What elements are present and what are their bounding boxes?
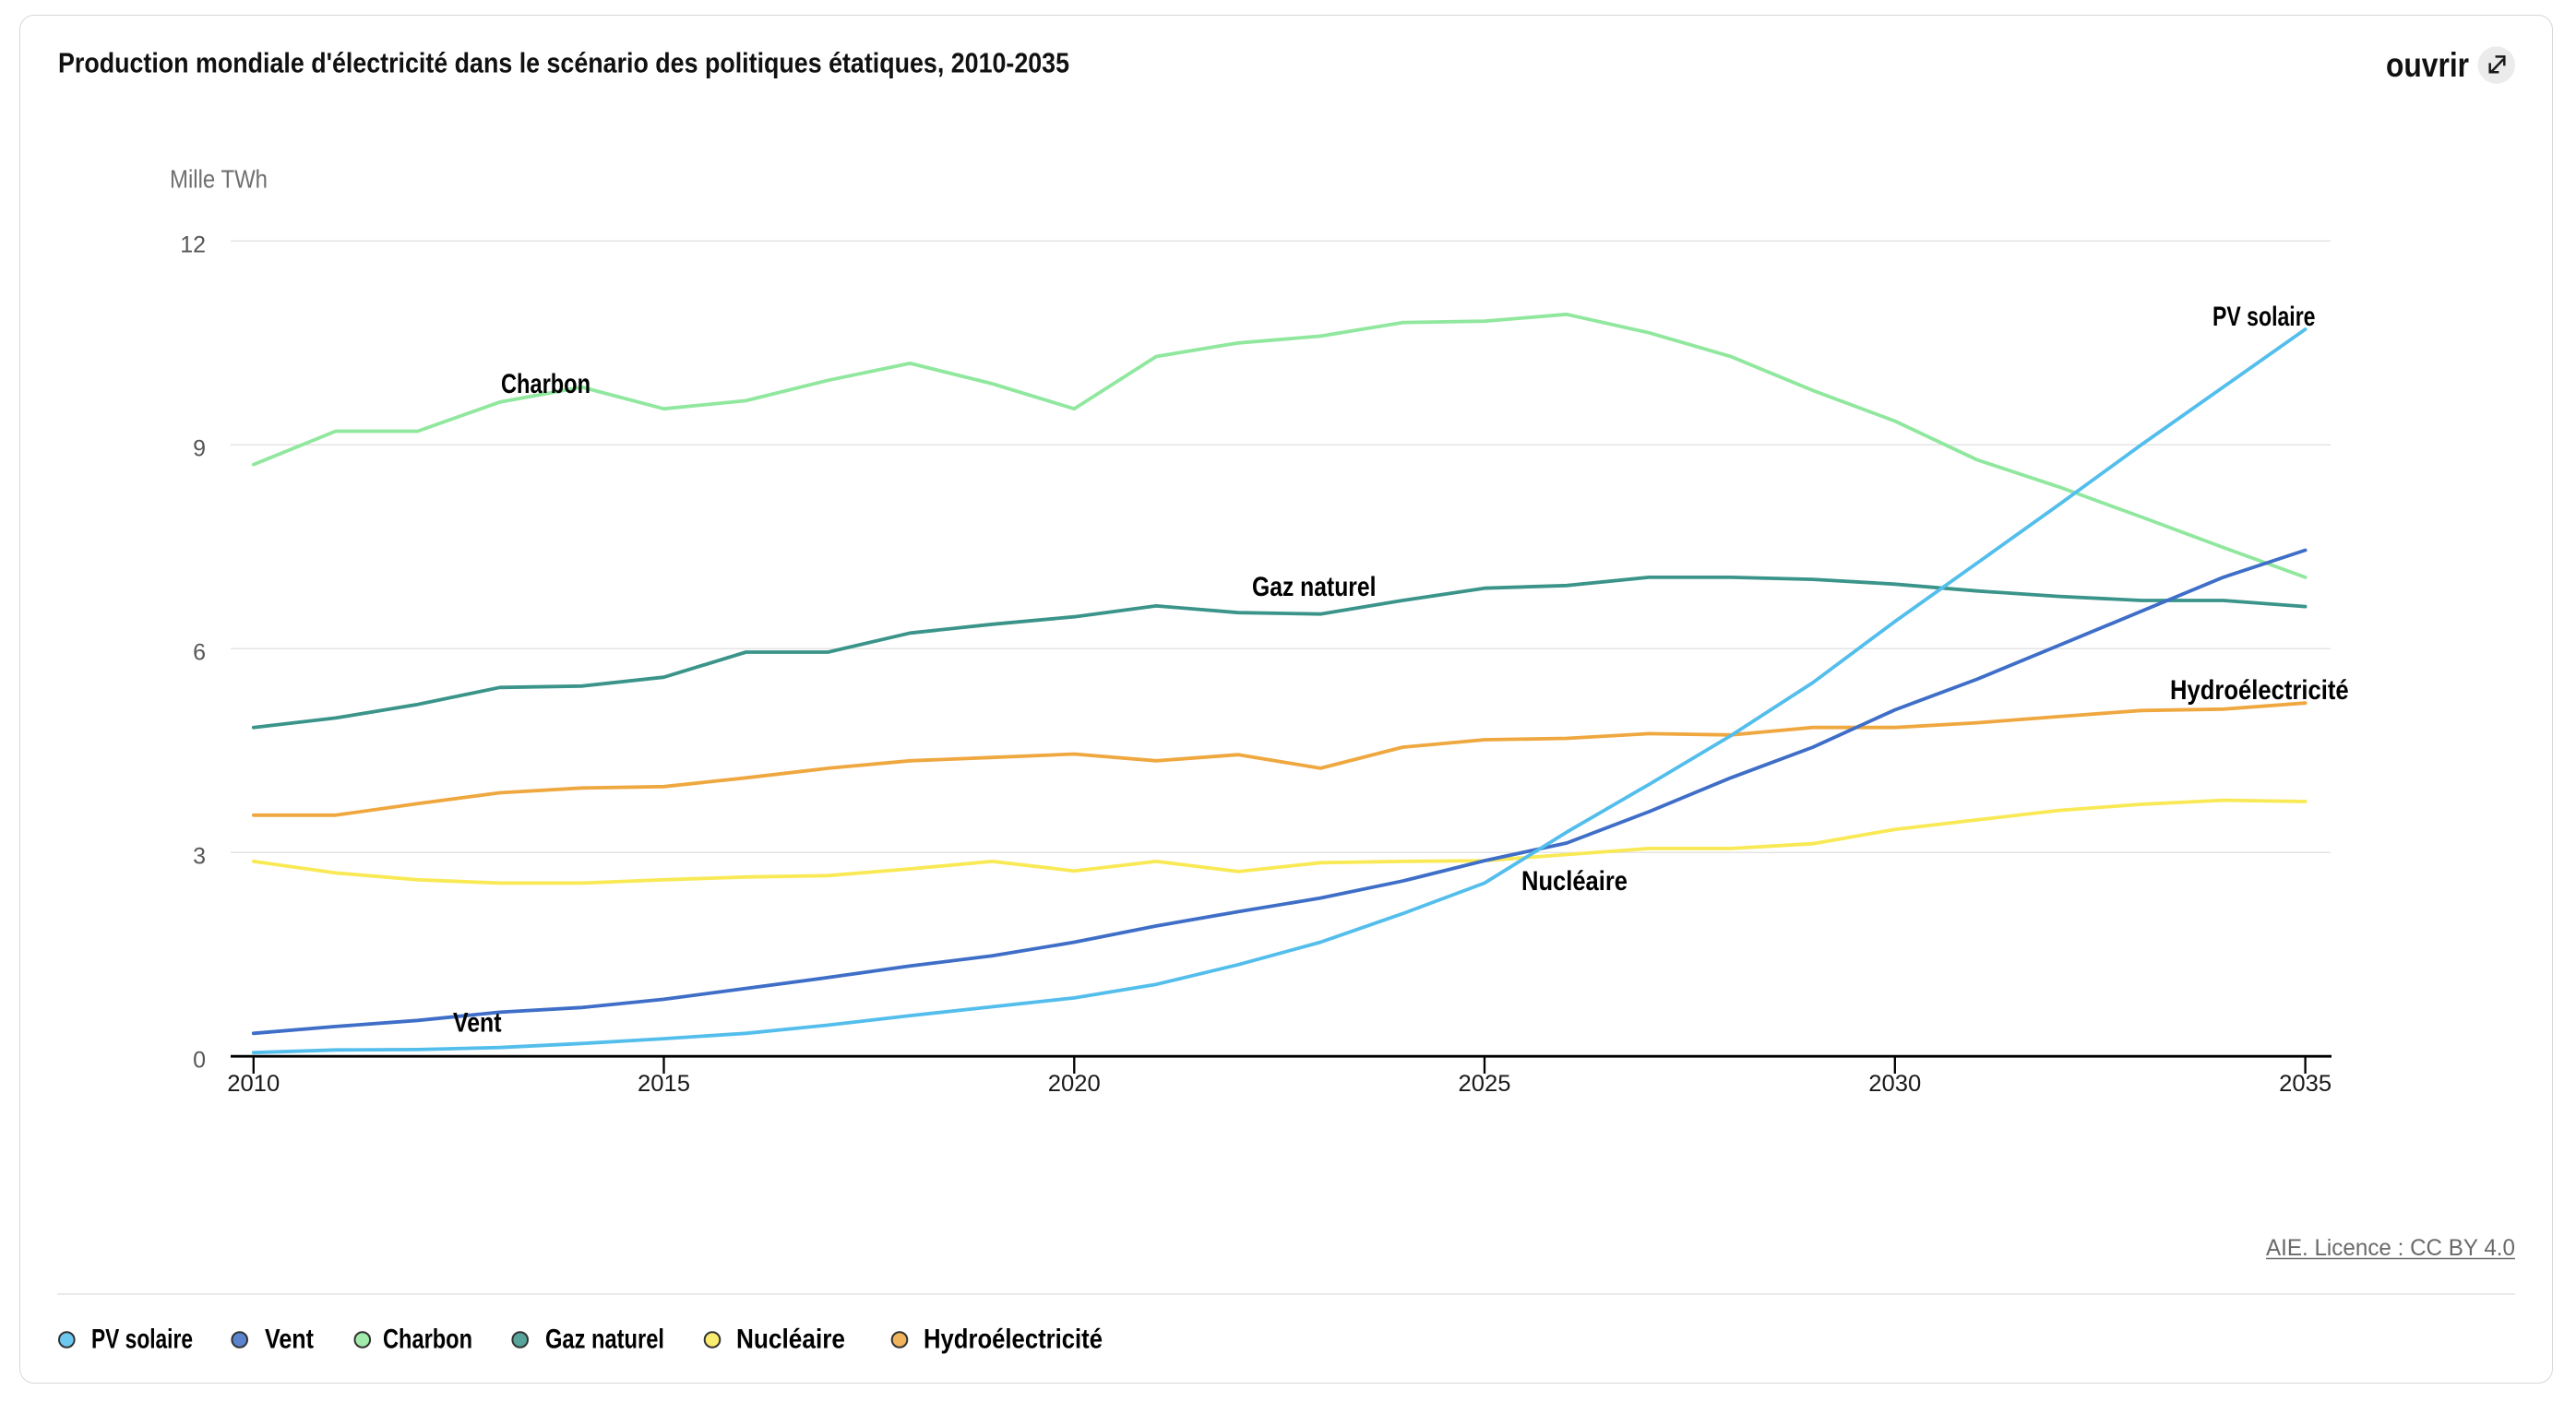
svg-text:Hydroélectricité: Hydroélectricité (924, 1325, 1103, 1355)
svg-text:Gaz naturel: Gaz naturel (545, 1325, 664, 1355)
svg-text:6: 6 (193, 640, 206, 666)
svg-text:2010: 2010 (227, 1071, 280, 1097)
svg-text:2020: 2020 (1048, 1071, 1101, 1097)
svg-text:12: 12 (180, 232, 206, 258)
svg-text:3: 3 (193, 844, 206, 870)
svg-text:Hydroélectricité: Hydroélectricité (2170, 675, 2349, 706)
svg-text:Charbon: Charbon (501, 369, 590, 399)
svg-text:PV solaire: PV solaire (91, 1325, 193, 1355)
svg-text:2025: 2025 (1459, 1071, 1511, 1097)
svg-text:Mille TWh: Mille TWh (170, 165, 268, 194)
svg-text:Charbon: Charbon (383, 1325, 472, 1355)
svg-text:Vent: Vent (265, 1325, 314, 1355)
svg-text:AIE. Licence : CC BY 4.0: AIE. Licence : CC BY 4.0 (2266, 1235, 2515, 1261)
svg-text:Nucléaire: Nucléaire (736, 1325, 845, 1355)
svg-text:Gaz naturel: Gaz naturel (1252, 572, 1377, 602)
svg-text:0: 0 (193, 1048, 206, 1074)
svg-text:2015: 2015 (638, 1071, 690, 1097)
svg-text:Nucléaire: Nucléaire (1521, 866, 1628, 897)
svg-text:Production mondiale d'électric: Production mondiale d'électricité dans l… (58, 46, 1069, 78)
svg-text:2035: 2035 (2279, 1071, 2332, 1097)
svg-text:PV solaire: PV solaire (2212, 302, 2316, 332)
svg-text:9: 9 (193, 436, 206, 462)
svg-text:2030: 2030 (1868, 1071, 1921, 1097)
svg-text:Vent: Vent (453, 1007, 502, 1038)
svg-text:ouvrir: ouvrir (2386, 46, 2469, 84)
